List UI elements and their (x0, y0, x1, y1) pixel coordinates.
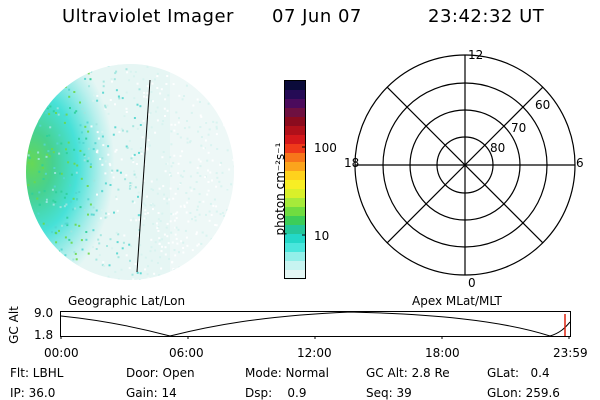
info-seq: Seq: 39 (366, 386, 412, 400)
colorbar-segment (285, 108, 305, 118)
alt-ylabel: GC Alt (7, 306, 21, 344)
uv-earth-image (26, 64, 234, 280)
colorbar-segment (285, 135, 305, 145)
alt-xtick-0600: 06:00 (169, 346, 204, 360)
colorbar-tick-10: 10 (314, 229, 330, 243)
colorbar-segment (285, 81, 305, 91)
colorbar-segment (285, 216, 305, 226)
colorbar-segment (285, 126, 305, 136)
colorbar-segment (285, 90, 305, 100)
colorbar-segment (285, 153, 305, 163)
info-filter: Flt: LBHL (10, 366, 64, 380)
alt-ytick-9: 9.0 (34, 306, 54, 320)
altitude-plot (60, 311, 571, 339)
colorbar-segment (285, 180, 305, 190)
alt-xtick-1200: 12:00 (297, 346, 332, 360)
info-door: Door: Open (126, 366, 195, 380)
lat-label-60: 60 (535, 98, 551, 112)
info-gain: Gain: 14 (126, 386, 177, 400)
colorbar-segment (285, 144, 305, 154)
colorbar-segment (285, 243, 305, 253)
terminator-line (136, 79, 151, 273)
mlt-label-6: 6 (576, 156, 584, 170)
apex-label: Apex MLat/MLT (412, 294, 502, 308)
lat-label-80: 80 (490, 141, 506, 155)
colorbar-segment (285, 270, 305, 280)
alt-xtick-1800: 18:00 (425, 346, 460, 360)
alt-xtick-0000: 00:00 (44, 346, 79, 360)
colorbar-segment (285, 198, 305, 208)
colorbar-unit-label: photon cm⁻²s⁻¹ (273, 142, 287, 236)
info-mode: Mode: Normal (245, 366, 329, 380)
geographic-label: Geographic Lat/Lon (68, 294, 186, 308)
colorbar-segment (285, 234, 305, 244)
mlt-label-18: 18 (344, 156, 360, 170)
mlt-label-12: 12 (468, 48, 484, 62)
alt-xtick-2359: 23:59 (553, 346, 588, 360)
colorbar-segment (285, 117, 305, 127)
colorbar-tick-100: 100 (314, 141, 337, 155)
info-dsp: Dsp: 0.9 (245, 386, 307, 400)
info-glat: GLat: 0.4 (487, 366, 550, 380)
altitude-curve (60, 311, 571, 337)
info-glon: GLon: 259.6 (487, 386, 560, 400)
instrument-title: Ultraviolet Imager (62, 6, 234, 27)
date-label: 07 Jun 07 (272, 6, 362, 27)
colorbar-segment (285, 189, 305, 199)
alt-ytick-1.8: 1.8 (34, 328, 54, 342)
colorbar-segment (285, 261, 305, 271)
colorbar-segment (285, 207, 305, 217)
time-label: 23:42:32 UT (428, 6, 545, 27)
colorbar (284, 80, 306, 280)
colorbar-segment (285, 162, 305, 172)
colorbar-segment (285, 225, 305, 235)
colorbar-segment (285, 252, 305, 262)
lat-label-70: 70 (511, 121, 527, 135)
info-gc-alt: GC Alt: 2.8 Re (366, 366, 450, 380)
colorbar-segment (285, 99, 305, 109)
colorbar-segment (285, 171, 305, 181)
mlt-label-0: 0 (468, 276, 476, 290)
info-ip: IP: 36.0 (10, 386, 56, 400)
polar-plot (354, 54, 576, 276)
